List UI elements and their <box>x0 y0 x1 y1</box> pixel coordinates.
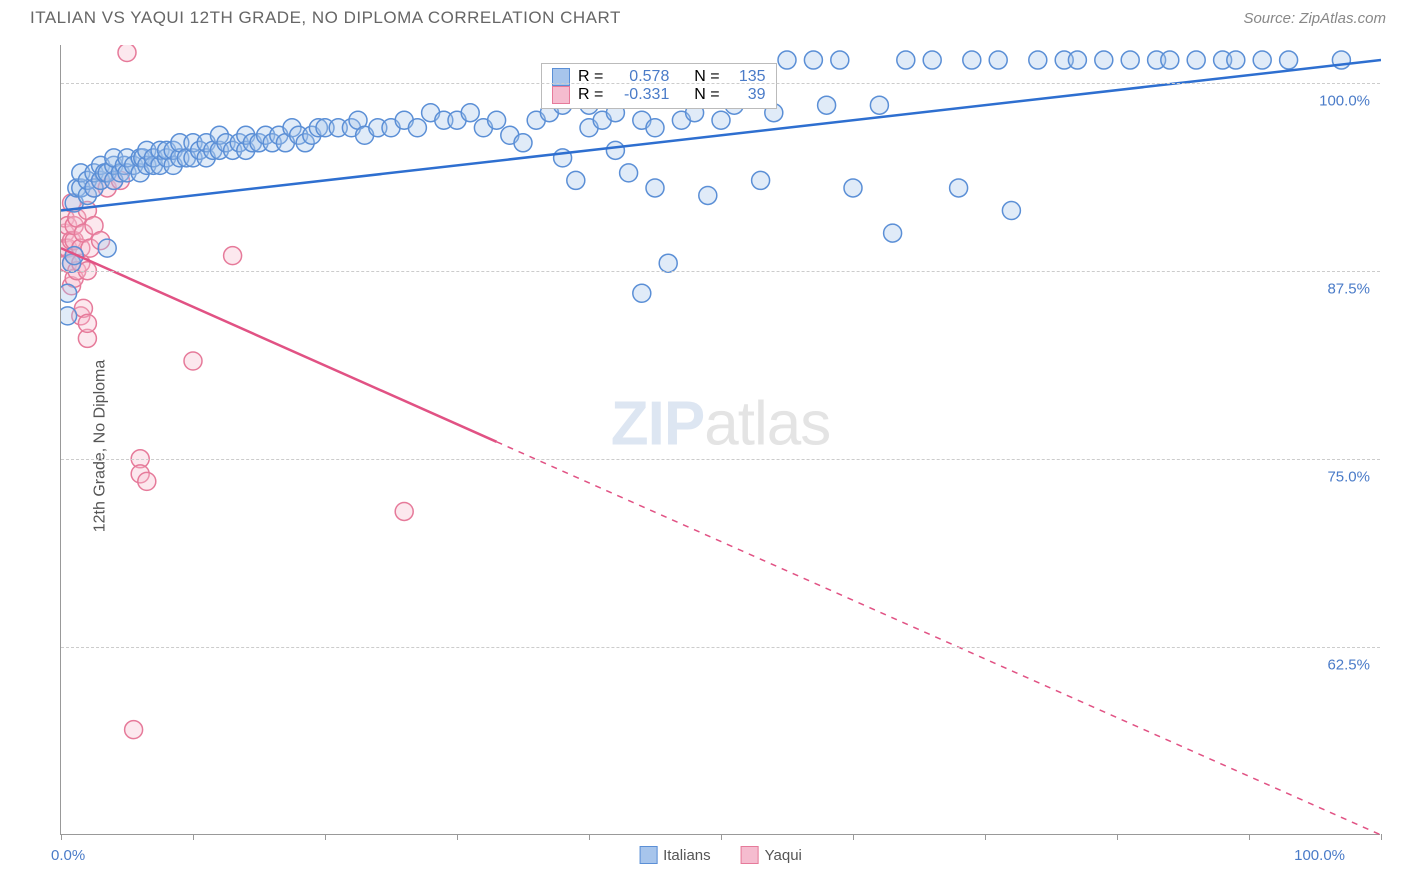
chart-title: ITALIAN VS YAQUI 12TH GRADE, NO DIPLOMA … <box>30 8 621 28</box>
italians-point <box>1002 202 1020 220</box>
italians-point <box>950 179 968 197</box>
yaqui-point <box>125 721 143 739</box>
gridline <box>61 459 1380 460</box>
y-tick-label: 62.5% <box>1327 656 1370 673</box>
legend-item-italians: Italians <box>639 846 711 864</box>
italians-point <box>1280 51 1298 69</box>
italians-point <box>1029 51 1047 69</box>
italians-point <box>98 239 116 257</box>
italians-point <box>646 179 664 197</box>
yaqui-trendline-solid <box>61 248 497 442</box>
gridline <box>61 271 1380 272</box>
italians-point <box>831 51 849 69</box>
r-value-yaqui: -0.331 <box>611 86 669 104</box>
x-tick <box>1117 834 1118 840</box>
yaqui-point <box>184 352 202 370</box>
italians-point <box>646 119 664 137</box>
x-tick <box>853 834 854 840</box>
gridline <box>61 83 1380 84</box>
italians-point <box>1121 51 1139 69</box>
scatter-svg <box>61 45 1381 835</box>
italians-point <box>844 179 862 197</box>
italians-point <box>1068 51 1086 69</box>
italians-point <box>963 51 981 69</box>
yaqui-point <box>395 502 413 520</box>
x-tick <box>1381 834 1382 840</box>
italians-point <box>488 111 506 129</box>
x-tick <box>985 834 986 840</box>
yaqui-point <box>78 314 96 332</box>
yaqui-trendline-dashed <box>497 442 1381 835</box>
n-value-yaqui: 39 <box>728 86 766 104</box>
correlation-legend: R = 0.578 N = 135 R = -0.331 N = 39 <box>541 63 777 109</box>
x-tick <box>589 834 590 840</box>
series-legend: Italians Yaqui <box>639 846 802 864</box>
italians-point <box>923 51 941 69</box>
legend-item-yaqui: Yaqui <box>741 846 802 864</box>
italians-point <box>1095 51 1113 69</box>
x-axis-min-label: 0.0% <box>51 847 85 864</box>
italians-point <box>870 96 888 114</box>
chart-header: ITALIAN VS YAQUI 12TH GRADE, NO DIPLOMA … <box>0 0 1406 36</box>
italians-point <box>897 51 915 69</box>
italians-point <box>61 284 77 302</box>
chart-source: Source: ZipAtlas.com <box>1243 10 1386 27</box>
italians-point <box>659 254 677 272</box>
italians-point <box>633 284 651 302</box>
italians-point <box>884 224 902 242</box>
swatch-yaqui <box>552 86 570 104</box>
swatch-yaqui <box>741 846 759 864</box>
n-label: N = <box>694 86 719 104</box>
italians-point <box>752 171 770 189</box>
y-tick-label: 87.5% <box>1327 280 1370 297</box>
italians-point <box>61 307 77 325</box>
italians-point <box>1161 51 1179 69</box>
italians-point <box>606 141 624 159</box>
x-tick <box>1249 834 1250 840</box>
x-tick <box>721 834 722 840</box>
x-axis-max-label: 100.0% <box>1294 847 1345 864</box>
italians-point <box>1227 51 1245 69</box>
x-tick <box>61 834 62 840</box>
x-tick <box>193 834 194 840</box>
chart-plot-area: ZIPatlas R = 0.578 N = 135 R = -0.331 N … <box>60 45 1380 835</box>
italians-point <box>567 171 585 189</box>
italians-point <box>461 104 479 122</box>
yaqui-point <box>224 247 242 265</box>
italians-point <box>408 119 426 137</box>
italians-point <box>818 96 836 114</box>
legend-label-yaqui: Yaqui <box>765 847 802 864</box>
x-tick <box>325 834 326 840</box>
italians-point <box>989 51 1007 69</box>
legend-label-italians: Italians <box>663 847 711 864</box>
italians-point <box>804 51 822 69</box>
x-tick <box>457 834 458 840</box>
italians-point <box>699 186 717 204</box>
italians-point <box>712 111 730 129</box>
yaqui-point <box>138 472 156 490</box>
italians-point <box>620 164 638 182</box>
italians-point <box>1253 51 1271 69</box>
y-tick-label: 75.0% <box>1327 468 1370 485</box>
italians-point <box>1187 51 1205 69</box>
legend-row-yaqui: R = -0.331 N = 39 <box>552 86 766 104</box>
gridline <box>61 647 1380 648</box>
y-tick-label: 100.0% <box>1319 92 1370 109</box>
italians-point <box>514 134 532 152</box>
italians-point <box>778 51 796 69</box>
swatch-italians <box>639 846 657 864</box>
r-label: R = <box>578 86 603 104</box>
yaqui-point <box>118 45 136 62</box>
